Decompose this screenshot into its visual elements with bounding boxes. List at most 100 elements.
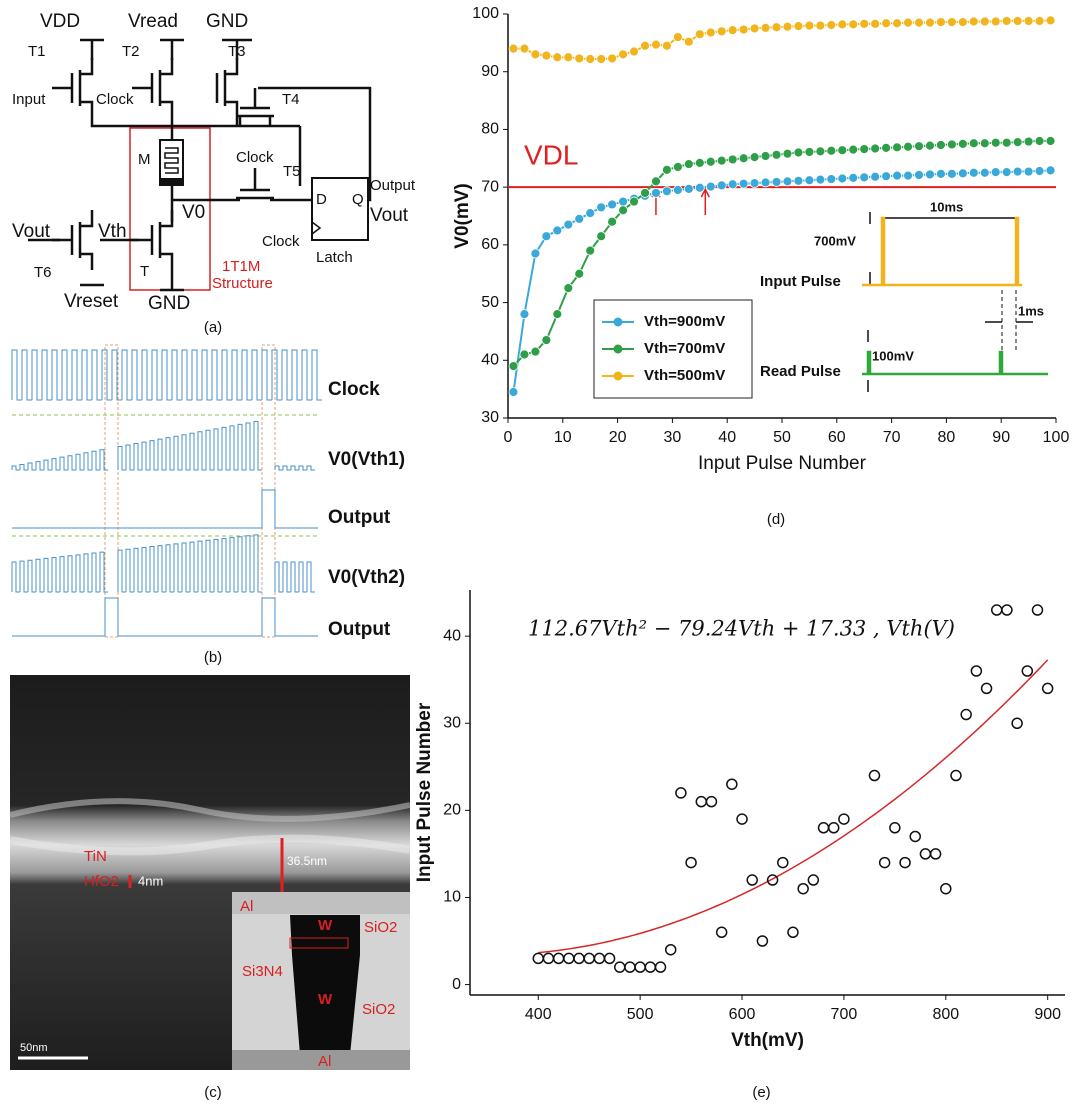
data-point xyxy=(870,18,881,29)
label: D xyxy=(316,191,327,208)
data-point xyxy=(662,186,672,197)
data-point xyxy=(936,140,946,150)
y-axis-title: V0(mV) xyxy=(452,183,473,248)
label: Vreset xyxy=(64,291,119,312)
data-point xyxy=(870,171,881,182)
data-point xyxy=(618,196,628,207)
tem-panel: TiN HfO2 4nm 36.5nm Al W SiO2 Si3N4 W Si… xyxy=(9,675,411,1101)
data-point xyxy=(541,231,552,242)
data-point xyxy=(727,179,738,190)
data-point xyxy=(664,943,677,956)
data-point xyxy=(1034,136,1045,146)
output-wave-1 xyxy=(12,489,318,529)
data-point xyxy=(859,18,870,29)
data-point xyxy=(618,205,628,216)
y-axis-title: Input Pulse Number xyxy=(414,702,435,882)
x-tick-label: 500 xyxy=(627,1006,654,1023)
data-point xyxy=(640,40,650,51)
data-point xyxy=(542,952,555,965)
data-point xyxy=(817,822,830,834)
data-point xyxy=(749,178,760,189)
data-point xyxy=(1034,16,1045,26)
label: W xyxy=(318,917,333,934)
data-point xyxy=(914,17,924,28)
x-tick-label: 700 xyxy=(831,1006,858,1023)
transistor-symbol xyxy=(215,58,239,118)
data-point xyxy=(672,32,683,42)
data-point xyxy=(552,52,563,63)
data-point xyxy=(640,188,650,198)
label: 1T1M xyxy=(222,258,260,275)
data-point xyxy=(654,961,667,973)
data-point xyxy=(749,152,760,163)
data-point xyxy=(968,167,979,178)
label: GND xyxy=(206,11,248,32)
y-tick-label: 0 xyxy=(452,976,461,993)
data-point xyxy=(837,173,848,184)
clock-input xyxy=(311,221,322,235)
data-point xyxy=(1034,166,1045,176)
legend-label: Vth=500mV xyxy=(644,367,725,384)
label: Output xyxy=(370,177,416,194)
data-point xyxy=(782,176,793,187)
data-point xyxy=(957,168,968,179)
data-point xyxy=(925,17,935,28)
data-point xyxy=(760,151,771,161)
x-tick-label: 10 xyxy=(554,429,572,446)
data-point xyxy=(716,155,727,166)
data-point xyxy=(552,225,563,236)
data-point xyxy=(607,199,618,210)
data-point xyxy=(903,141,913,152)
data-point xyxy=(771,149,782,160)
series-line xyxy=(513,19,1051,61)
data-point xyxy=(596,231,607,242)
latch-box xyxy=(311,177,369,241)
label: T xyxy=(140,263,149,280)
data-point xyxy=(1011,717,1023,730)
data-point xyxy=(950,769,962,782)
data-point xyxy=(583,952,595,965)
guide xyxy=(1001,290,1017,352)
data-point xyxy=(979,16,990,27)
data-point xyxy=(957,138,968,149)
inset-al xyxy=(232,892,410,914)
memristor-base xyxy=(160,178,183,185)
data-point xyxy=(936,17,946,27)
label: TiN xyxy=(84,848,107,865)
data-point xyxy=(614,961,626,973)
data-point xyxy=(519,43,530,54)
data-point xyxy=(705,156,716,167)
data-point xyxy=(990,16,1001,27)
label: M xyxy=(138,151,151,168)
data-point xyxy=(683,183,694,194)
data-point xyxy=(914,170,924,180)
x-tick-label: 800 xyxy=(932,1006,959,1023)
data-point xyxy=(738,153,749,164)
data-point xyxy=(919,848,932,860)
rails xyxy=(80,38,252,292)
x-tick-label: 900 xyxy=(1034,1006,1061,1023)
inset-al xyxy=(232,1050,410,1070)
data-point xyxy=(892,142,902,153)
y-tick-label: 10 xyxy=(443,889,461,906)
data-point xyxy=(815,146,826,157)
y-tick-label: 30 xyxy=(443,714,461,731)
label: Vout xyxy=(370,205,409,226)
label: Latch xyxy=(316,249,353,266)
data-point xyxy=(925,169,935,180)
data-point xyxy=(957,17,968,27)
y-tick-label: 80 xyxy=(481,121,499,138)
data-point xyxy=(859,144,870,154)
reference-label: VDL xyxy=(524,140,578,171)
panel-label: (a) xyxy=(204,319,222,336)
gap-marker xyxy=(104,344,119,638)
x-tick-label: 400 xyxy=(525,1006,552,1023)
data-point xyxy=(508,361,519,371)
data-point xyxy=(749,23,760,34)
signal-label: Clock xyxy=(328,379,380,400)
data-point xyxy=(848,144,859,155)
signal-label: V0(Vth1) xyxy=(328,449,405,470)
y-tick-label: 50 xyxy=(481,294,499,311)
data-point xyxy=(585,245,596,256)
